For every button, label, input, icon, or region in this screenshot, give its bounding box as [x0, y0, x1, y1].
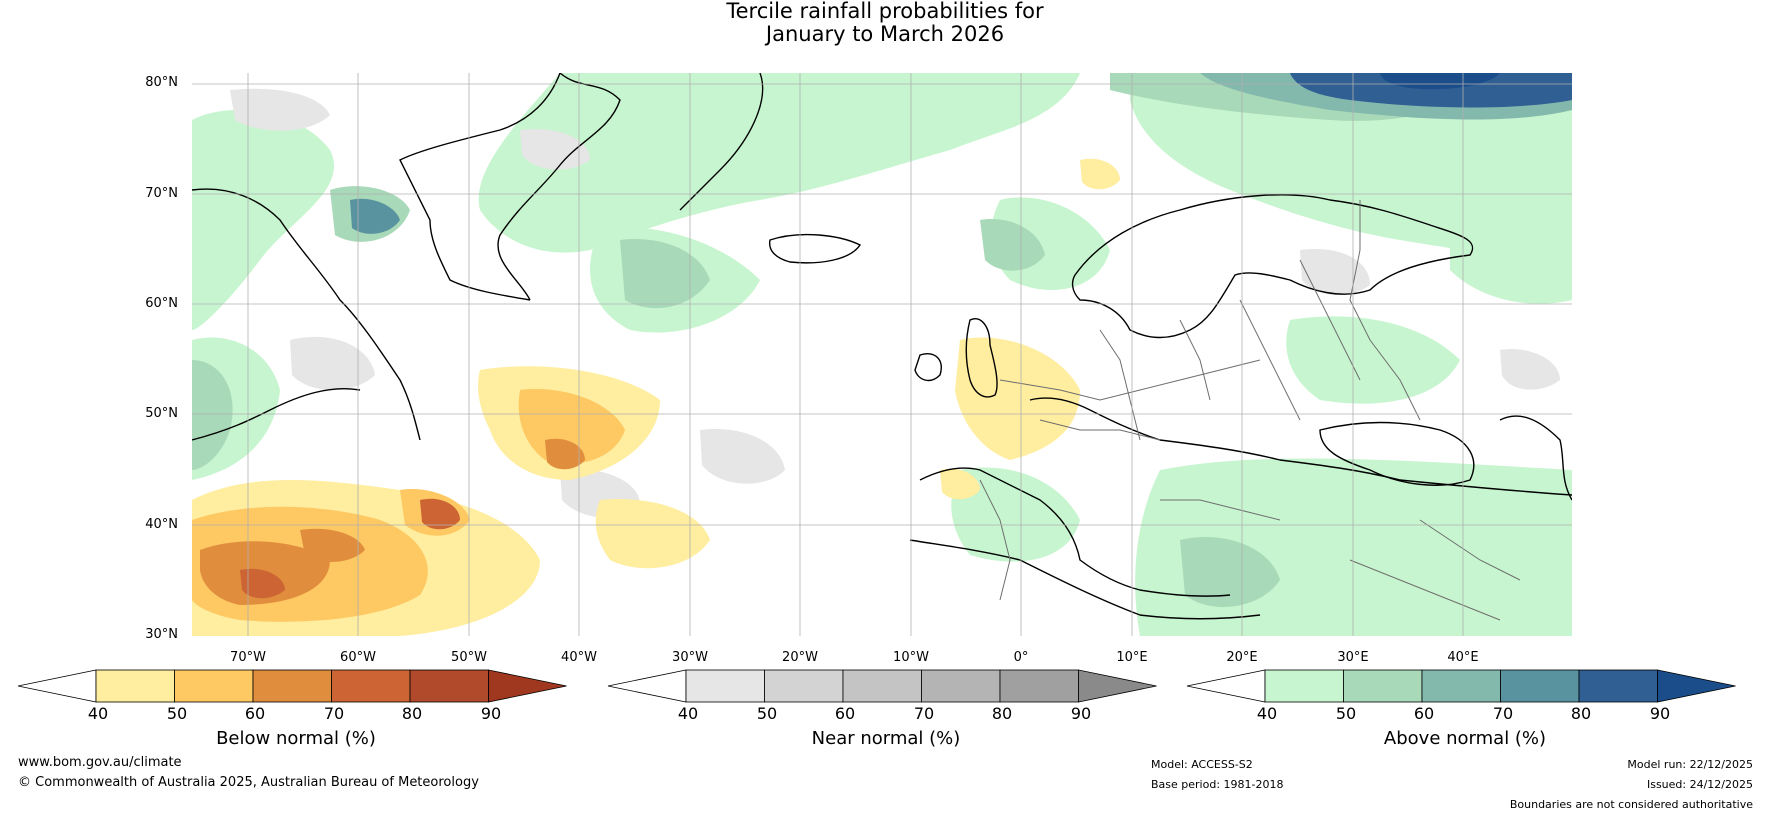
- colorbar-below-title: Below normal (%): [216, 728, 376, 749]
- colorbar-segment: [1578, 669, 1658, 703]
- colorbar-extension-low: [17, 669, 97, 703]
- colorbar-extension-low: [607, 669, 687, 703]
- lon-label-40e: 40°E: [1447, 650, 1479, 665]
- colorbar-extension-high: [488, 669, 567, 703]
- colorbar-segment: [842, 669, 922, 703]
- below-normal-areas: [192, 158, 1120, 636]
- lon-label-10e: 10°E: [1116, 650, 1148, 665]
- colorbar-above-tick: 90: [1649, 704, 1671, 723]
- colorbar-segment: [252, 669, 332, 703]
- colorbar-near-swatches: [607, 669, 1157, 703]
- colorbar-above-normal: 40 50 60 70 80 90 Above normal (%): [1185, 668, 1745, 758]
- colorbar-below-tick: 40: [87, 704, 109, 723]
- footer-copyright: © Commonwealth of Australia 2025, Austra…: [18, 775, 479, 790]
- colorbar-near-tick: 80: [991, 704, 1013, 723]
- colorbar-above-title: Above normal (%): [1383, 728, 1547, 749]
- colorbar-extension-high: [1657, 669, 1736, 703]
- colorbar-extension-low: [1186, 669, 1266, 703]
- lon-label-30e: 30°E: [1337, 650, 1369, 665]
- colorbar-segment: [95, 669, 175, 703]
- graticule: [192, 73, 1572, 636]
- lon-label-20e: 20°E: [1226, 650, 1258, 665]
- footer-model-run: Model run: 22/12/2025: [1627, 758, 1753, 771]
- lon-label-40w: 40°W: [561, 650, 597, 665]
- lat-label-30n: 30°N: [145, 627, 178, 642]
- colorbar-near-tick: 60: [834, 704, 856, 723]
- colorbar-segment: [685, 669, 765, 703]
- colorbar-segment: [331, 669, 411, 703]
- footer-issued: Issued: 24/12/2025: [1646, 778, 1753, 791]
- colorbar-segment: [921, 669, 1001, 703]
- colorbar-segment: [999, 669, 1079, 703]
- lat-label-80n: 80°N: [145, 75, 178, 90]
- colorbar-near-tick: 70: [913, 704, 935, 723]
- colorbar-near-tick: 50: [756, 704, 778, 723]
- lat-label-70n: 70°N: [145, 186, 178, 201]
- title-line-1: Tercile rainfall probabilities for: [726, 0, 1044, 23]
- lon-label-0: 0°: [1013, 650, 1029, 665]
- colorbar-near-normal: 40 50 60 70 80 90 Near normal (%): [606, 668, 1166, 758]
- colorbar-extension-high: [1078, 669, 1157, 703]
- lat-label-60n: 60°N: [145, 296, 178, 311]
- colorbar-near-tick: 90: [1070, 704, 1092, 723]
- lon-label-10w: 10°W: [893, 650, 929, 665]
- colorbar-segment: [764, 669, 844, 703]
- lon-label-60w: 60°W: [340, 650, 376, 665]
- colorbar-segment: [1500, 669, 1580, 703]
- footer-model: Model: ACCESS-S2: [1151, 758, 1253, 771]
- lon-label-30w: 30°W: [672, 650, 708, 665]
- colorbar-segment: [1421, 669, 1501, 703]
- colorbar-near-tick: 40: [677, 704, 699, 723]
- footer-website: www.bom.gov.au/climate: [18, 755, 182, 770]
- lat-label-40n: 40°N: [145, 517, 178, 532]
- lat-label-50n: 50°N: [145, 406, 178, 421]
- colorbar-below-tick: 50: [166, 704, 188, 723]
- colorbar-above-tick: 80: [1570, 704, 1592, 723]
- colorbar-segment: [1264, 669, 1344, 703]
- colorbar-below-tick: 60: [244, 704, 266, 723]
- colorbar-above-tick: 70: [1492, 704, 1514, 723]
- colorbar-above-tick: 40: [1256, 704, 1278, 723]
- lon-label-20w: 20°W: [782, 650, 818, 665]
- country-boundaries: [979, 200, 1521, 621]
- colorbar-below-normal: 40 50 60 70 80 90 Below normal (%): [16, 668, 576, 758]
- colorbar-below-tick: 80: [401, 704, 423, 723]
- colorbar-near-title: Near normal (%): [811, 728, 961, 749]
- colorbar-above-tick: 60: [1413, 704, 1435, 723]
- colorbar-segment: [409, 669, 489, 703]
- footer-disclaimer: Boundaries are not considered authoritat…: [1509, 798, 1753, 811]
- colorbar-below-swatches: [17, 669, 567, 703]
- colorbar-segment: [1343, 669, 1423, 703]
- colorbar-segment: [174, 669, 254, 703]
- colorbar-above-tick: 50: [1335, 704, 1357, 723]
- lon-label-70w: 70°W: [230, 650, 266, 665]
- colorbar-above-swatches: [1186, 669, 1736, 703]
- title-line-2: January to March 2026: [765, 22, 1005, 46]
- coastlines: [192, 73, 1572, 620]
- colorbar-below-tick: 70: [323, 704, 345, 723]
- footer-base-period: Base period: 1981-2018: [1151, 778, 1284, 791]
- map-title: Tercile rainfall probabilities for Janua…: [0, 0, 1770, 46]
- colorbar-below-tick: 90: [480, 704, 502, 723]
- lon-label-50w: 50°W: [451, 650, 487, 665]
